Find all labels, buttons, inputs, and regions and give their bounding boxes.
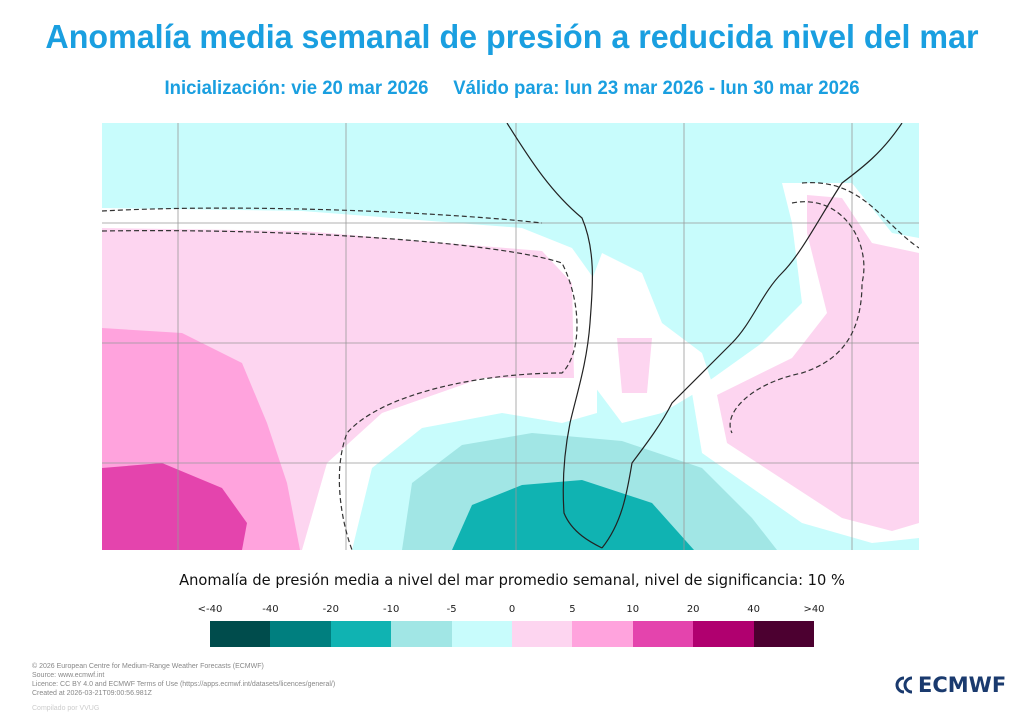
source: Source: www.ecmwf.int [32,672,105,679]
legend-caption: Anomalía de presión media a nivel del ma… [179,571,845,589]
legend-tick-label: 40 [747,604,760,615]
coastline-south-america [506,123,903,549]
legend-tick-label: -10 [383,604,400,615]
legend-tick-label: -20 [322,604,339,615]
legend-tick-label: -5 [446,604,457,615]
ecmwf-logo-text: ECMWF [918,673,1007,697]
significance-contours [102,182,919,550]
initialization-date: Inicialización: vie 20 mar 2026 [164,78,429,99]
legend-tick-label: -40 [262,604,279,615]
created: Created at 2026-03-21T09:00:56.981Z [32,690,152,697]
legend-tick-label: 0 [508,604,516,615]
ecmwf-logo: ECMWF [892,673,1006,697]
legend-tick-label: <-40 [197,604,223,615]
compiled-by: Compilado por VVUG [32,705,100,712]
legend-color-swatch [270,621,331,647]
legend-tick-label: >40 [803,604,825,615]
graticule [102,123,919,550]
legend-color-swatch [391,621,452,647]
legend-color-swatch [330,621,392,647]
page-title: Anomalía media semanal de presión a redu… [45,18,979,55]
pressure-anomaly-map [102,123,919,550]
color-legend: <-40 -40 -20 -10 -5 0 5 10 20 40 >40 [198,604,825,647]
legend-color-swatch [753,621,815,647]
legend-tick-label: 5 [569,604,576,615]
valid-period: Válido para: lun 23 mar 2026 - lun 30 ma… [453,78,860,99]
legend-color-swatch [512,621,573,647]
legend-color-swatch [210,621,271,647]
legend-color-swatch [451,621,513,647]
ecmwf-logo-icon [895,676,913,694]
legend-color-swatch [572,621,633,647]
legend-color-swatch [632,621,694,647]
region-light-pink-center [617,338,652,393]
region-magenta-west [102,463,247,550]
legend-color-swatch [693,621,754,647]
legend-tick-label: 10 [626,604,640,615]
copyright: © 2026 European Centre for Medium-Range … [32,663,264,670]
footer-credits: © 2026 European Centre for Medium-Range … [32,662,335,698]
licence: Licence: CC BY 4.0 and ECMWF Terms of Us… [32,681,336,688]
region-light-pink-east [717,195,919,531]
subtitle: Inicialización: vie 20 mar 2026 Válido p… [12,78,1012,100]
region-teal-south [452,480,694,550]
legend-tick-label: 20 [686,604,700,615]
